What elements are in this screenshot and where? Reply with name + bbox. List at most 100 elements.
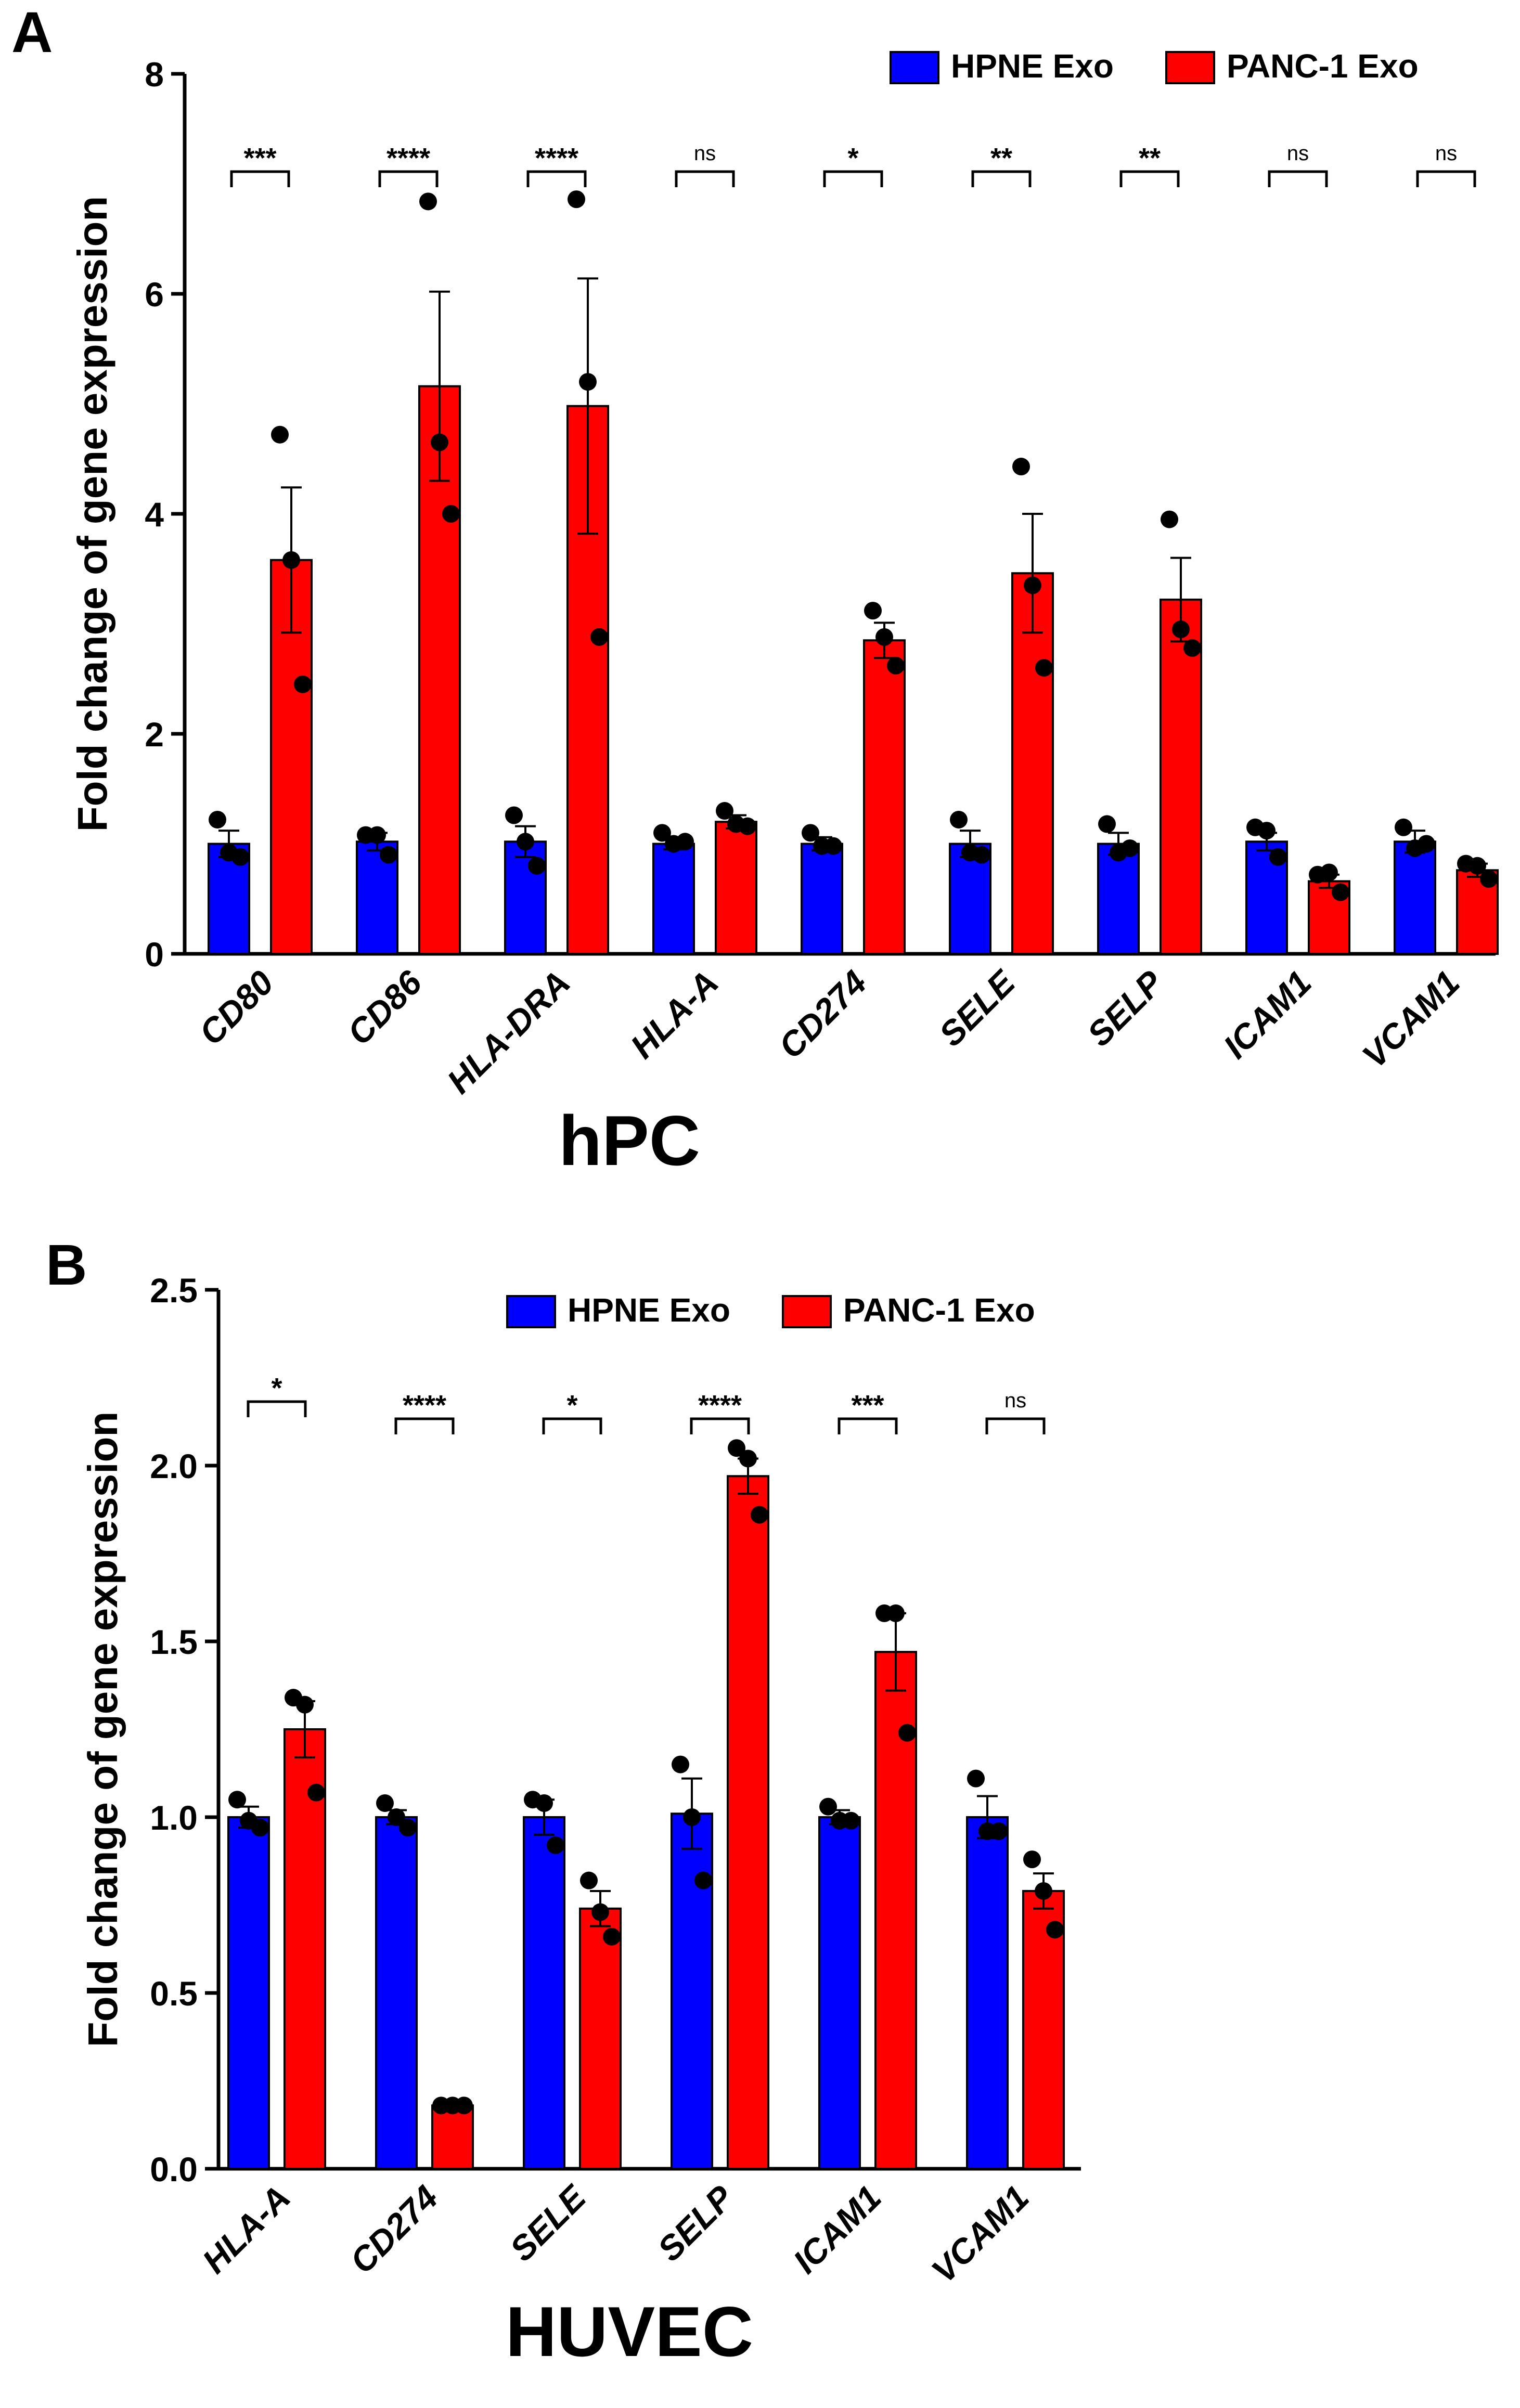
- significance-label: ns: [1435, 142, 1457, 165]
- legend-swatch: [782, 1295, 832, 1328]
- x-tick-label: CD86: [340, 963, 430, 1053]
- y-tick-label: 0.5: [150, 1974, 198, 2013]
- significance-label: ns: [1004, 1389, 1026, 1412]
- panel-a: A 0 2 4 6 8 Fold change of gene expression CD80…: [11, 1, 1499, 1180]
- data-point: [1023, 1850, 1041, 1869]
- data-point: [535, 1794, 553, 1812]
- data-point: [431, 433, 448, 451]
- data-point: [751, 1506, 768, 1524]
- data-point: [1172, 620, 1190, 639]
- data-point: [973, 846, 990, 864]
- significance-label: **: [990, 143, 1012, 174]
- bar-hpne: [966, 1816, 1009, 2170]
- data-point: [603, 1927, 621, 1946]
- bar-hpne: [801, 843, 843, 955]
- data-point: [950, 810, 968, 828]
- bar-hpne: [375, 1816, 418, 2170]
- data-point: [307, 1783, 325, 1802]
- data-point: [376, 1794, 394, 1812]
- y-tick-label: 2: [145, 715, 164, 754]
- x-tick-label: SELE: [932, 962, 1023, 1054]
- x-tick-label: VCAM1: [924, 2178, 1036, 2290]
- bar-panc1: [284, 1728, 326, 2170]
- panel-letter: A: [11, 1, 53, 64]
- data-point: [875, 628, 893, 646]
- data-point: [1183, 639, 1201, 657]
- data-point: [728, 1439, 745, 1457]
- significance-bracket: [526, 170, 587, 187]
- data-point: [825, 837, 842, 855]
- x-tick-label: SELE: [503, 2177, 594, 2269]
- data-point: [676, 833, 694, 851]
- data-point: [683, 1808, 701, 1826]
- panel-title: hPC: [559, 1101, 700, 1180]
- data-point: [1269, 848, 1287, 866]
- significance-bracket: [823, 170, 883, 187]
- significance-bracket: [985, 1417, 1046, 1434]
- data-point: [388, 1808, 405, 1826]
- y-tick-label: 8: [145, 55, 164, 94]
- significance-bracket: [1416, 170, 1476, 187]
- data-point: [368, 826, 386, 844]
- significance-bracket: [542, 1417, 602, 1434]
- data-point: [282, 551, 300, 569]
- y-tick-label: 0: [145, 935, 164, 974]
- legend-label: HPNE Exo: [951, 47, 1114, 85]
- x-tick-label: CD80: [191, 963, 281, 1052]
- data-point: [547, 1836, 564, 1855]
- data-point: [1258, 822, 1276, 840]
- data-point: [887, 1604, 905, 1622]
- bar-panc1: [1011, 572, 1054, 955]
- significance-label: ****: [387, 143, 430, 174]
- bar-hpne: [1245, 840, 1288, 955]
- x-tick-label: VCAM1: [1355, 963, 1467, 1076]
- significance-label: ns: [1287, 142, 1309, 165]
- bar-hpne: [671, 1813, 713, 2170]
- y-tick-label: 2.0: [150, 1447, 198, 1485]
- legend-label: PANC-1 Exo: [1227, 47, 1419, 85]
- data-point: [1161, 510, 1178, 528]
- data-point: [990, 1822, 1008, 1841]
- data-point: [802, 824, 819, 842]
- x-tick-label: CD274: [342, 2178, 445, 2281]
- significance-bracket: [690, 1417, 750, 1434]
- significance-bracket: [230, 170, 290, 187]
- significance-bracket: [971, 170, 1032, 187]
- bar-panc1: [270, 559, 313, 955]
- data-point: [590, 628, 608, 646]
- significance-label: *: [271, 1373, 282, 1404]
- significance-bracket: [838, 1417, 898, 1434]
- x-tick-label: HLA-A: [195, 2178, 297, 2281]
- data-point: [294, 675, 312, 693]
- legend-swatch: [890, 51, 939, 84]
- y-tick-label: 1.5: [150, 1623, 198, 1661]
- significance-label: ****: [403, 1390, 446, 1421]
- significance-label: ***: [851, 1390, 884, 1421]
- data-point: [399, 1819, 417, 1837]
- y-axis-label: Fold change of gene expression: [80, 1412, 126, 2047]
- data-point: [898, 1724, 916, 1742]
- y-tick-label: 2.5: [150, 1271, 198, 1310]
- data-point: [672, 1755, 689, 1773]
- data-point: [1024, 576, 1041, 594]
- legend-label: HPNE Exo: [568, 1291, 730, 1329]
- data-point: [739, 817, 756, 835]
- data-point: [864, 602, 882, 620]
- data-point: [517, 833, 534, 851]
- data-point: [842, 1811, 860, 1830]
- data-point: [271, 425, 289, 444]
- bar-hpne: [818, 1816, 861, 2170]
- data-point: [819, 1797, 837, 1816]
- y-tick-label: 0.0: [150, 2150, 198, 2189]
- significance-label: ****: [698, 1390, 742, 1421]
- significance-label: **: [1139, 143, 1161, 174]
- data-point: [1098, 815, 1116, 833]
- bar-hpne: [523, 1816, 565, 2170]
- data-point: [251, 1819, 269, 1837]
- data-point: [967, 1769, 985, 1788]
- bar-hpne: [227, 1816, 270, 2170]
- bar-panc1: [727, 1475, 769, 2170]
- data-point: [296, 1695, 314, 1714]
- bar-panc1: [863, 639, 906, 955]
